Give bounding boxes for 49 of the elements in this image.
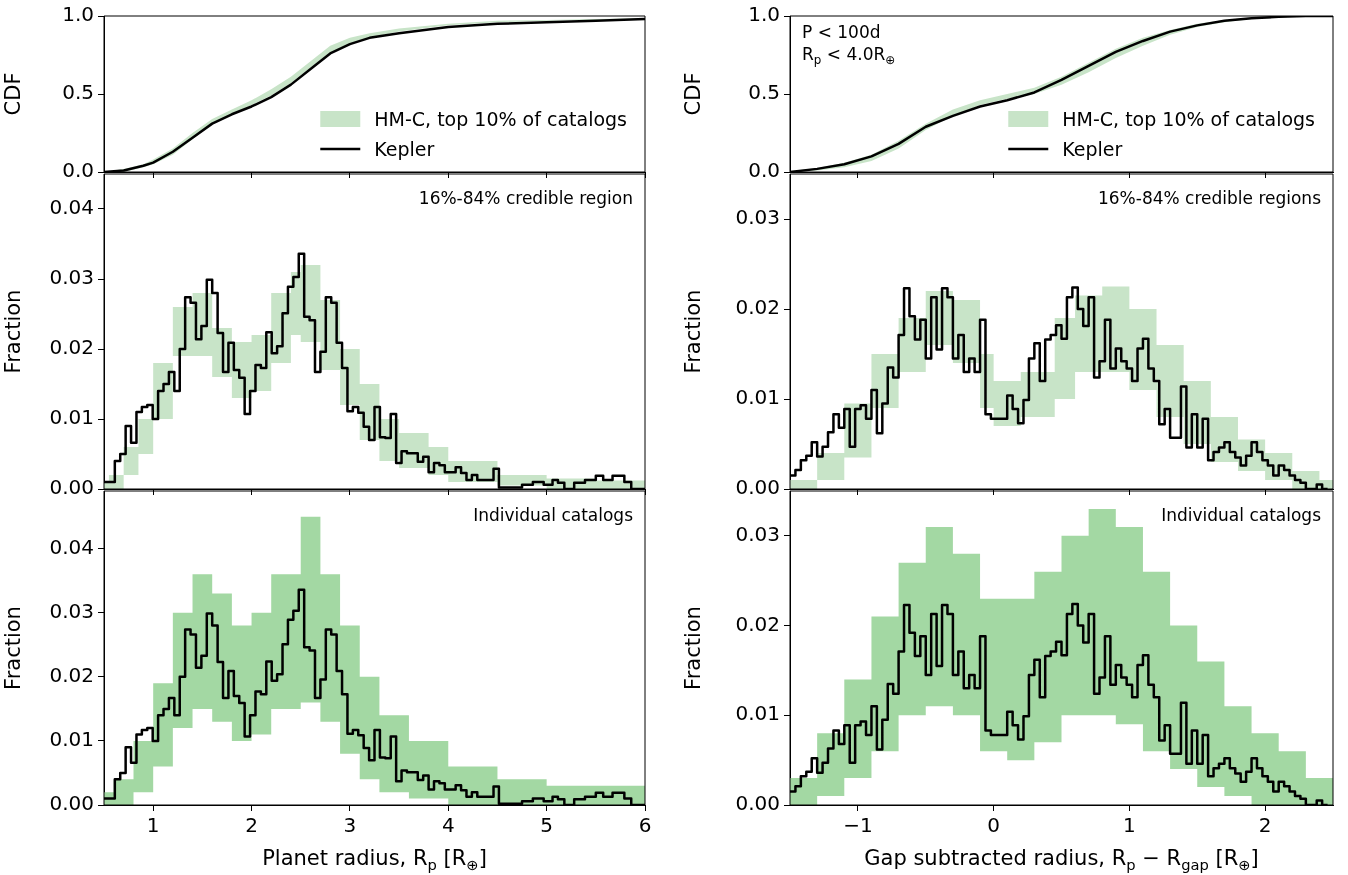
x-tick-label: −1 [843, 813, 873, 838]
y-axis-title: CDF [1, 72, 26, 116]
legend-label: Kepler [1062, 138, 1123, 160]
y-tick-label: 0.01 [49, 727, 94, 752]
annotation: Individual catalogs [473, 505, 634, 525]
y-tick-label: 0.02 [49, 663, 94, 688]
y-tick-label: 0.03 [735, 522, 780, 547]
y-tick-label: 0.03 [735, 205, 780, 230]
y-tick-label: 0.5 [62, 80, 94, 105]
y-tick-label: 0.04 [49, 534, 94, 559]
y-tick-label: 0.00 [49, 475, 94, 500]
y-axis-title: Fraction [681, 606, 706, 690]
annotation: P < 100d [802, 22, 881, 42]
y-tick-label: 0.0 [62, 158, 94, 183]
x-tick-label: 1 [1123, 813, 1136, 838]
y-tick-label: 0.03 [49, 265, 94, 290]
y-tick-label: 0.00 [735, 791, 780, 816]
y-tick-label: 0.00 [49, 791, 94, 816]
x-tick-label: 1 [146, 813, 160, 838]
x-tick-label: 3 [343, 813, 357, 838]
y-tick-label: 1.0 [62, 2, 94, 27]
legend-label: HM-C, top 10% of catalogs [1062, 108, 1316, 130]
annotation: 16%-84% credible regions [1097, 188, 1322, 208]
x-tick-label: 2 [245, 813, 258, 838]
y-tick-label: 0.01 [735, 385, 780, 410]
x-tick-label: 5 [540, 813, 553, 838]
y-axis-title: Fraction [1, 289, 26, 374]
y-tick-label: 0.00 [735, 475, 780, 500]
y-tick-label: 1.0 [748, 2, 780, 27]
y-tick-label: 0.01 [735, 701, 780, 726]
y-tick-label: 0.02 [735, 295, 780, 320]
y-tick-label: 0.04 [49, 195, 94, 220]
annotation: 16%-84% credible region [418, 188, 633, 208]
y-tick-label: 0.01 [49, 405, 94, 430]
y-axis-title: Fraction [1, 606, 26, 690]
x-tick-label: 6 [638, 813, 652, 838]
y-tick-label: 0.03 [49, 598, 94, 623]
legend-label: HM-C, top 10% of catalogs [374, 108, 628, 130]
y-tick-label: 0.5 [748, 80, 780, 105]
annotation: Individual catalogs [1161, 505, 1322, 525]
legend-label: Kepler [374, 138, 435, 160]
x-tick-label: 4 [441, 813, 455, 838]
x-tick-label: 2 [1258, 813, 1272, 838]
y-axis-title: CDF [681, 72, 706, 116]
y-tick-label: 0.02 [49, 335, 94, 360]
y-axis-title: Fraction [681, 289, 706, 374]
y-tick-label: 0.02 [735, 611, 780, 636]
y-tick-label: 0.0 [748, 158, 780, 183]
x-tick-label: 0 [987, 813, 1000, 838]
